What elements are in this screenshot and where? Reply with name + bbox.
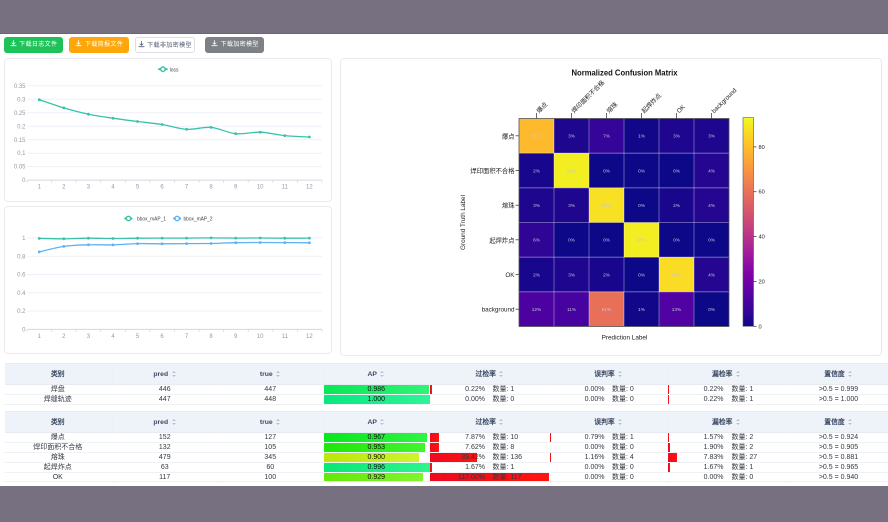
svg-text:0%: 0% bbox=[673, 168, 680, 173]
svg-text:1%: 1% bbox=[638, 134, 645, 139]
svg-text:2%: 2% bbox=[533, 168, 540, 173]
svg-text:0: 0 bbox=[759, 324, 762, 330]
svg-text:Prediction Label: Prediction Label bbox=[602, 334, 648, 341]
svg-text:OK: OK bbox=[505, 272, 515, 279]
svg-text:12%: 12% bbox=[532, 307, 541, 312]
svg-text:20: 20 bbox=[759, 279, 765, 285]
svg-text:2%: 2% bbox=[673, 203, 680, 208]
svg-text:起焊炸点: 起焊炸点 bbox=[489, 235, 514, 244]
svg-text:0.3: 0.3 bbox=[17, 97, 26, 103]
svg-text:93%: 93% bbox=[567, 168, 576, 173]
svg-text:2%: 2% bbox=[533, 272, 540, 277]
svg-text:5: 5 bbox=[136, 184, 140, 190]
svg-text:13%: 13% bbox=[672, 307, 681, 312]
svg-text:0%: 0% bbox=[673, 238, 680, 243]
svg-text:6%: 6% bbox=[533, 238, 540, 243]
svg-text:0.8: 0.8 bbox=[17, 254, 26, 260]
svg-text:0.2: 0.2 bbox=[17, 124, 26, 130]
svg-text:3%: 3% bbox=[673, 134, 680, 139]
svg-text:90%: 90% bbox=[602, 203, 611, 208]
svg-text:10: 10 bbox=[257, 334, 264, 340]
svg-text:3%: 3% bbox=[568, 203, 575, 208]
svg-text:爆点: 爆点 bbox=[535, 101, 549, 115]
svg-text:background: background bbox=[482, 307, 515, 314]
svg-text:0%: 0% bbox=[603, 168, 610, 173]
svg-text:10: 10 bbox=[257, 184, 264, 190]
svg-text:1: 1 bbox=[38, 334, 42, 340]
svg-text:7: 7 bbox=[185, 334, 189, 340]
svg-text:OK: OK bbox=[676, 103, 688, 115]
svg-text:7: 7 bbox=[185, 184, 189, 190]
svg-text:1: 1 bbox=[38, 184, 42, 190]
svg-text:89%: 89% bbox=[672, 272, 681, 277]
svg-text:background: background bbox=[711, 87, 739, 115]
svg-text:40: 40 bbox=[759, 235, 765, 241]
svg-text:0%: 0% bbox=[638, 272, 645, 277]
svg-text:7%: 7% bbox=[603, 134, 610, 139]
svg-text:3%: 3% bbox=[568, 134, 575, 139]
svg-text:0%: 0% bbox=[708, 238, 715, 243]
svg-text:81%: 81% bbox=[532, 134, 541, 139]
svg-text:3%: 3% bbox=[533, 203, 540, 208]
svg-text:0.05: 0.05 bbox=[14, 165, 26, 171]
svg-text:93%: 93% bbox=[637, 238, 646, 243]
svg-text:5: 5 bbox=[136, 334, 140, 340]
svg-text:12: 12 bbox=[306, 184, 313, 190]
svg-text:8: 8 bbox=[209, 334, 213, 340]
svg-text:loss: loss bbox=[170, 67, 179, 73]
svg-text:3%: 3% bbox=[708, 134, 715, 139]
svg-text:9: 9 bbox=[234, 184, 238, 190]
svg-text:Normalized Confusion Matrix: Normalized Confusion Matrix bbox=[572, 69, 679, 78]
svg-text:0.2: 0.2 bbox=[17, 309, 26, 315]
svg-text:4: 4 bbox=[111, 334, 115, 340]
svg-text:4%: 4% bbox=[708, 168, 715, 173]
svg-text:6: 6 bbox=[160, 334, 164, 340]
svg-text:焊印面积不合格: 焊印面积不合格 bbox=[570, 78, 607, 115]
svg-text:61%: 61% bbox=[602, 307, 611, 312]
svg-text:0: 0 bbox=[22, 328, 26, 334]
svg-text:6: 6 bbox=[160, 184, 164, 190]
svg-text:12: 12 bbox=[306, 334, 313, 340]
svg-text:80: 80 bbox=[759, 145, 765, 151]
svg-text:0.6: 0.6 bbox=[17, 273, 26, 279]
svg-text:0.35: 0.35 bbox=[14, 84, 26, 90]
svg-text:0%: 0% bbox=[638, 203, 645, 208]
svg-text:1: 1 bbox=[22, 236, 26, 242]
svg-text:60: 60 bbox=[759, 190, 765, 196]
svg-text:焊印面积不合格: 焊印面积不合格 bbox=[470, 166, 515, 175]
svg-text:起焊炸点: 起焊炸点 bbox=[640, 92, 663, 115]
svg-text:0: 0 bbox=[22, 178, 26, 184]
svg-text:3: 3 bbox=[87, 334, 91, 340]
svg-text:Ground Truth Label: Ground Truth Label bbox=[460, 195, 467, 250]
svg-text:3%: 3% bbox=[568, 272, 575, 277]
svg-text:0.1: 0.1 bbox=[17, 151, 26, 157]
svg-text:0%: 0% bbox=[708, 307, 715, 312]
svg-text:9: 9 bbox=[234, 334, 238, 340]
svg-text:8: 8 bbox=[209, 184, 213, 190]
svg-text:4%: 4% bbox=[708, 203, 715, 208]
svg-text:0%: 0% bbox=[638, 168, 645, 173]
svg-text:bbox_mAP_2: bbox_mAP_2 bbox=[184, 217, 213, 223]
svg-text:11: 11 bbox=[282, 184, 289, 190]
svg-text:3: 3 bbox=[87, 184, 91, 190]
svg-text:bbox_mAP_1: bbox_mAP_1 bbox=[137, 217, 166, 223]
svg-text:4%: 4% bbox=[708, 272, 715, 277]
svg-text:11: 11 bbox=[282, 334, 289, 340]
svg-text:2%: 2% bbox=[603, 272, 610, 277]
svg-text:0%: 0% bbox=[603, 238, 610, 243]
svg-text:0%: 0% bbox=[568, 238, 575, 243]
svg-text:熔珠: 熔珠 bbox=[605, 100, 620, 115]
svg-text:4: 4 bbox=[111, 184, 115, 190]
svg-text:0.25: 0.25 bbox=[14, 111, 26, 117]
svg-text:熔珠: 熔珠 bbox=[502, 201, 515, 210]
svg-text:爆点: 爆点 bbox=[502, 131, 515, 140]
svg-text:0.15: 0.15 bbox=[14, 138, 26, 144]
svg-text:2: 2 bbox=[62, 334, 66, 340]
svg-text:0.4: 0.4 bbox=[17, 291, 26, 297]
svg-text:11%: 11% bbox=[567, 307, 576, 312]
svg-text:2: 2 bbox=[62, 184, 66, 190]
svg-text:1%: 1% bbox=[638, 307, 645, 312]
